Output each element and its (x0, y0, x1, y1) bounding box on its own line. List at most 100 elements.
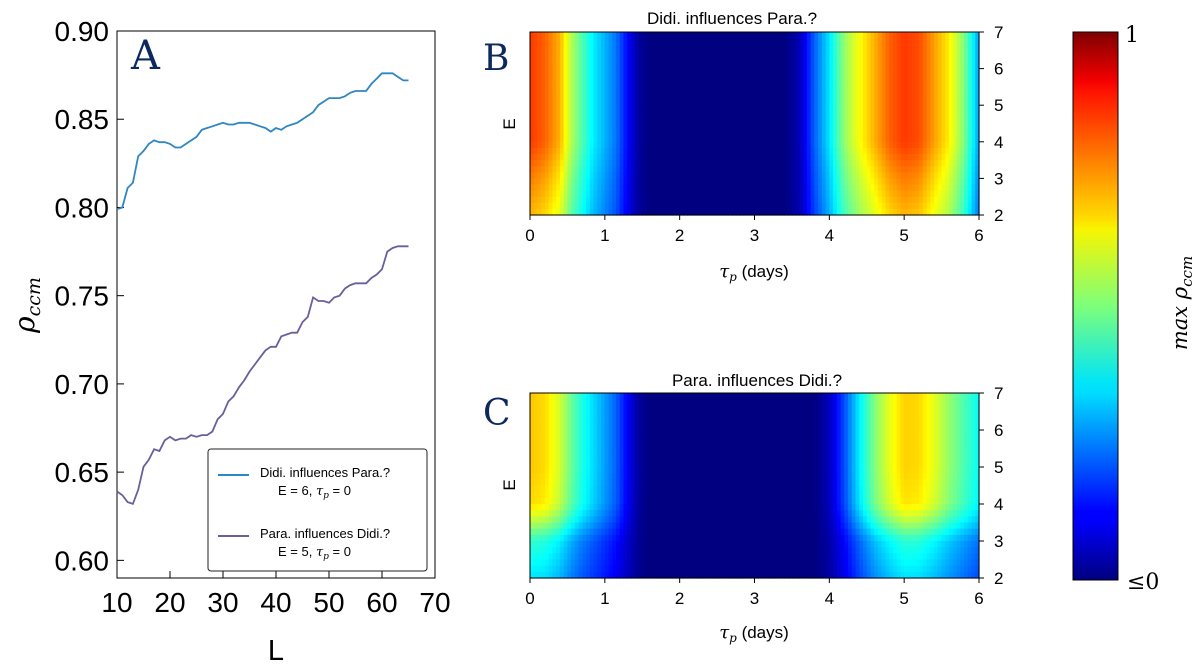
panel-b-cell (848, 166, 853, 173)
panel-b-cell (806, 99, 812, 106)
panel-c-cell (582, 497, 587, 505)
panel-b-cell (926, 56, 931, 64)
panel-b-cell (601, 190, 606, 198)
panel-b-cell (739, 105, 744, 112)
panel-c-cell (668, 541, 673, 548)
panel-b-cell (915, 129, 920, 137)
panel-c-cell (657, 423, 662, 431)
panel-b-cell (698, 123, 703, 131)
panel-c-cell (668, 479, 673, 487)
panel-b-cell (949, 196, 954, 204)
panel-c-cell (679, 497, 685, 505)
panel-b-cell (653, 117, 658, 125)
panel-b-cell (750, 172, 756, 179)
panel-b-cell (743, 184, 748, 192)
panel-a-x-tick-label: 10 (101, 587, 132, 618)
panel-c-cell (612, 504, 617, 511)
panel-b-cell (631, 93, 636, 100)
panel-b-cell (889, 38, 894, 45)
panel-b-cell (537, 147, 542, 155)
panel-c-cell (559, 541, 565, 548)
panel-b-cell (937, 111, 943, 118)
panel-b-cell (638, 208, 643, 216)
panel-b-cell (586, 99, 591, 106)
panel-c-cell (687, 510, 692, 517)
panel-b-cell (533, 196, 539, 204)
panel-b-cell (907, 141, 913, 149)
panel-b-cell (885, 50, 890, 57)
panel-b-cell (586, 62, 591, 70)
panel-c-cell (567, 399, 572, 406)
panel-c-cell (552, 460, 557, 468)
panel-b-cell (851, 160, 857, 167)
panel-b-cell (634, 32, 640, 39)
panel-b-cell (810, 74, 815, 82)
panel-b-cell (653, 135, 658, 143)
panel-b-cell (975, 166, 980, 173)
panel-b-cell (750, 141, 756, 149)
panel-b-cell (664, 62, 670, 70)
panel-c-cell (612, 491, 617, 499)
panel-b-cell (567, 93, 572, 100)
panel-b-cell (619, 50, 625, 57)
panel-c-cell (649, 393, 655, 400)
panel-b-cell (627, 86, 632, 94)
panel-c-cell (586, 467, 591, 474)
panel-b-cell (881, 129, 887, 137)
panel-b-cell (821, 172, 827, 179)
panel-b-cell (664, 160, 670, 167)
panel-b-cell (589, 56, 595, 64)
panel-b-cell (601, 135, 606, 143)
panel-b-cell (967, 184, 973, 192)
panel-c-cell (574, 559, 580, 567)
panel-b-cell (567, 123, 572, 131)
panel-b-cell (702, 190, 707, 198)
panel-b-cell (821, 184, 827, 192)
panel-b-cell (593, 56, 598, 64)
panel-b-cell (885, 178, 890, 186)
panel-b-cell (937, 172, 943, 179)
panel-c-cell (619, 510, 625, 517)
panel-c-cell (690, 411, 696, 419)
panel-b-cell (705, 135, 711, 143)
panel-b-cell (900, 50, 905, 57)
panel-c-cell (533, 423, 539, 431)
panel-b-cell (806, 141, 812, 149)
panel-b-cell (945, 160, 950, 167)
panel-b-cell (806, 117, 812, 125)
panel-b-cell (724, 50, 729, 57)
panel-b-cell (582, 62, 587, 70)
panel-a-y-tick-label: 0.85 (55, 104, 110, 135)
panel-b-cell (743, 147, 748, 155)
panel-b-cell (642, 129, 647, 137)
panel-b-cell (552, 99, 557, 106)
panel-b-cell (631, 184, 636, 192)
panel-b-cell (964, 154, 969, 161)
panel-b-cell (623, 202, 628, 210)
panel-b-cell (627, 44, 632, 51)
panel-c-cell (642, 454, 647, 462)
panel-b-cell (911, 154, 916, 161)
panel-b-cell (541, 184, 546, 192)
panel-c-cell (631, 510, 636, 517)
panel-b-cell (967, 68, 973, 76)
panel-b-cell (885, 129, 890, 137)
panel-b-cell (761, 166, 767, 173)
panel-b-cell (672, 99, 677, 106)
panel-b-cell (915, 117, 920, 125)
panel-c-cell (634, 448, 640, 456)
panel-c-cell (548, 436, 554, 443)
panel-b-cell (720, 208, 726, 216)
panel-c-cell (616, 553, 621, 561)
panel-b-cell (814, 147, 819, 155)
panel-b-cell (949, 86, 954, 94)
panel-b-cell (784, 154, 789, 161)
panel-b-cell (833, 172, 838, 179)
panel-b-cell (616, 68, 621, 76)
panel-b-cell (698, 196, 703, 204)
panel-b-cell (765, 172, 771, 179)
panel-c-cell (578, 430, 583, 437)
panel-b-cell (612, 117, 617, 125)
panel-b-cell (548, 50, 554, 57)
panel-b-cell (952, 56, 958, 64)
